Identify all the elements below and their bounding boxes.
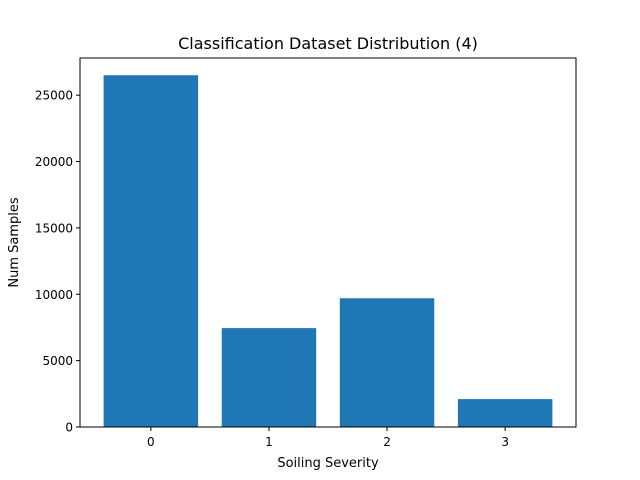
y-axis-label: Num Samples [7,197,22,288]
x-tick-label-2: 2 [383,435,391,449]
bar-2 [339,298,435,427]
bar-3 [457,399,553,427]
y-tick-label-5000: 5000 [42,354,73,368]
y-tick-label-10000: 10000 [35,288,73,302]
x-axis-ticks: 0 1 2 3 [147,427,509,449]
y-tick-label-0: 0 [65,421,73,435]
chart-title: Classification Dataset Distribution (4) [178,34,478,53]
bars-group [103,75,553,427]
plot-frame [79,57,577,428]
x-tick-label-1: 1 [265,435,273,449]
bar-0 [103,75,199,427]
y-tick-label-15000: 15000 [35,221,73,235]
y-tick-label-20000: 20000 [35,155,73,169]
x-axis-label: Soiling Severity [277,456,379,471]
bar-1 [221,328,317,427]
y-tick-label-25000: 25000 [35,89,73,103]
y-axis-ticks: 0 5000 10000 15000 20000 25000 [35,89,80,435]
x-tick-label-0: 0 [147,435,155,449]
x-tick-label-3: 3 [501,435,509,449]
